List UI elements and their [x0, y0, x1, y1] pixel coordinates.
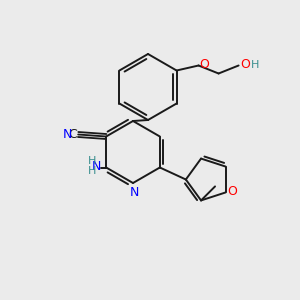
Text: O: O — [200, 58, 209, 71]
Text: N: N — [62, 128, 72, 141]
Text: N: N — [129, 186, 139, 199]
Text: O: O — [228, 185, 238, 198]
Text: C: C — [68, 128, 77, 141]
Text: H: H — [88, 167, 96, 176]
Text: O: O — [241, 58, 250, 71]
Text: H: H — [88, 157, 96, 166]
Text: N: N — [92, 160, 101, 173]
Text: H: H — [250, 59, 259, 70]
